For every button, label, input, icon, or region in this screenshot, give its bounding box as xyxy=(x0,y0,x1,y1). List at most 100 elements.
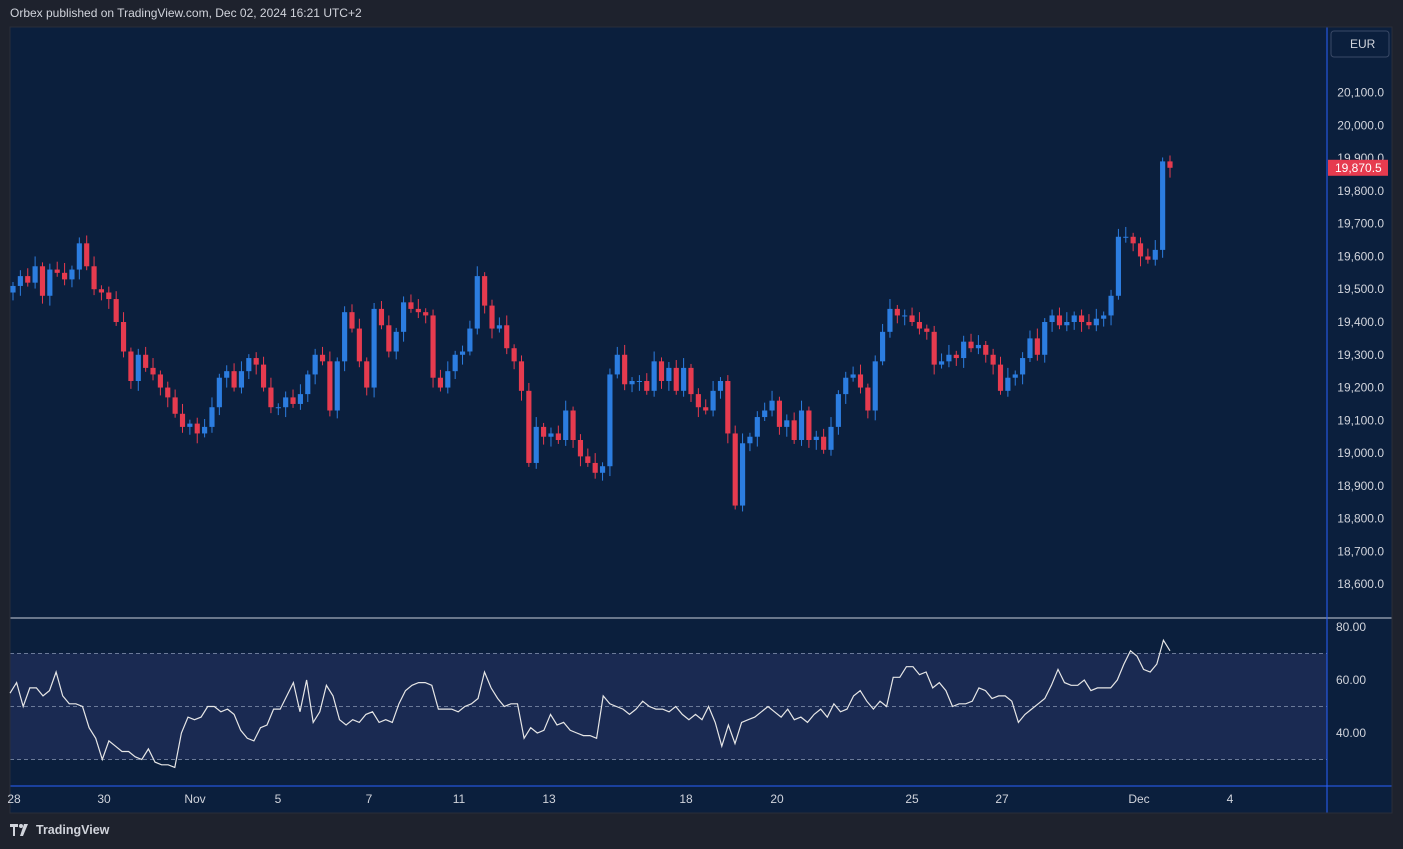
candle-body xyxy=(231,371,237,388)
candle-body xyxy=(1056,315,1063,326)
candle-body xyxy=(128,351,134,381)
price-tick-label: 19,800.0 xyxy=(1337,184,1384,198)
candle-body xyxy=(246,358,252,372)
candle-body xyxy=(953,354,959,359)
rsi-tick-label: 40.00 xyxy=(1336,726,1366,740)
candle-body xyxy=(769,400,775,411)
candle-body xyxy=(482,276,488,306)
candle-body xyxy=(135,354,141,381)
candles xyxy=(10,155,1173,512)
candle-body xyxy=(172,397,178,414)
last-price-badge xyxy=(1328,159,1388,176)
time-tick-label: Nov xyxy=(184,792,205,806)
time-tick-label: 4 xyxy=(1227,792,1234,806)
candle-body xyxy=(887,308,893,332)
price-tick-label: 19,200.0 xyxy=(1337,381,1384,395)
candle-body xyxy=(378,308,385,326)
price-tick-label: 19,700.0 xyxy=(1337,217,1384,231)
last-price-label: 19,870.5 xyxy=(1335,161,1382,175)
tradingview-wordmark: TradingView xyxy=(36,823,110,837)
candle-body xyxy=(636,381,642,382)
price-tick-label: 19,300.0 xyxy=(1337,348,1384,362)
price-tick-label: 18,600.0 xyxy=(1337,577,1384,591)
candle-body xyxy=(106,292,112,300)
price-tick-label: 19,100.0 xyxy=(1337,413,1384,427)
candle-body xyxy=(813,436,819,440)
tradingview-logo-icon xyxy=(10,824,28,836)
candle-body xyxy=(894,308,900,316)
candle-body xyxy=(150,367,156,375)
currency-label[interactable]: EUR xyxy=(1350,37,1376,51)
candle-body xyxy=(312,354,318,375)
price-tick-label: 19,400.0 xyxy=(1337,315,1384,329)
candle-body xyxy=(1071,315,1077,322)
candle-body xyxy=(754,417,760,437)
candle-body xyxy=(371,308,377,388)
candle-body xyxy=(916,322,923,329)
candle-body xyxy=(681,367,687,391)
time-tick-label: 20 xyxy=(770,792,784,806)
candle-body xyxy=(1137,243,1144,257)
candle-body xyxy=(496,325,502,329)
candle-body xyxy=(98,289,105,293)
candle-body xyxy=(260,364,267,388)
candle-body xyxy=(924,328,930,332)
candle-body xyxy=(430,315,436,378)
candle-body xyxy=(555,433,561,440)
candle-body xyxy=(909,315,915,322)
candle-body xyxy=(880,331,886,362)
candle-body xyxy=(54,269,60,273)
candle-body xyxy=(1064,322,1070,326)
candle-body xyxy=(275,407,281,409)
time-tick-label: 30 xyxy=(97,792,111,806)
candle-body xyxy=(349,312,355,329)
candle-body xyxy=(393,331,399,352)
price-tick-label: 20,100.0 xyxy=(1337,86,1384,100)
candle-body xyxy=(548,433,554,437)
candle-body xyxy=(725,381,731,434)
candle-body xyxy=(1167,161,1173,168)
candle-body xyxy=(968,341,974,349)
candle-body xyxy=(983,344,989,355)
time-tick-label: 13 xyxy=(542,792,556,806)
candle-body xyxy=(526,390,532,463)
candle-body xyxy=(806,410,812,440)
candle-body xyxy=(1049,315,1055,322)
candle-body xyxy=(157,374,163,388)
candle-body xyxy=(710,390,716,411)
candle-body xyxy=(47,269,53,296)
candle-body xyxy=(688,367,694,395)
rsi-tick-label: 60.00 xyxy=(1336,673,1366,687)
candle-body xyxy=(489,305,495,329)
candle-body xyxy=(1123,236,1129,238)
time-tick-label: 5 xyxy=(275,792,282,806)
candle-body xyxy=(673,367,679,391)
candle-body xyxy=(798,410,805,440)
candle-body xyxy=(1130,236,1136,244)
candle-body xyxy=(938,361,945,365)
candle-body xyxy=(32,266,38,283)
candle-body xyxy=(334,361,340,411)
candle-body xyxy=(658,361,665,381)
candle-body xyxy=(408,302,414,309)
candle-body xyxy=(703,407,709,411)
candle-body xyxy=(401,302,407,332)
tradingview-brand[interactable]: TradingView xyxy=(10,823,109,837)
candle-body xyxy=(1115,236,1121,296)
candle-body xyxy=(607,374,613,467)
candle-body xyxy=(84,243,90,267)
time-tick-label: 28 xyxy=(7,792,21,806)
candle-body xyxy=(423,312,429,316)
candle-body xyxy=(216,377,222,408)
candle-body xyxy=(1005,377,1011,391)
candle-body xyxy=(592,462,598,473)
candle-body xyxy=(283,397,289,408)
candle-body xyxy=(143,354,149,368)
candle-body xyxy=(209,407,215,427)
candle-body xyxy=(238,371,245,388)
price-tick-label: 19,000.0 xyxy=(1337,446,1384,460)
candle-body xyxy=(850,374,856,378)
candle-body xyxy=(1012,374,1018,378)
candle-body xyxy=(961,341,967,359)
